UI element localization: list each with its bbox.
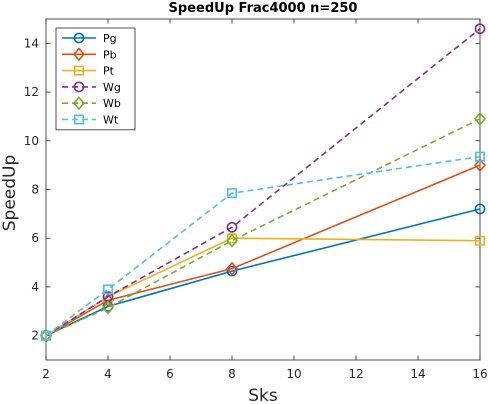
- x-tick-label: 4: [104, 367, 112, 381]
- series-layer: [40, 23, 486, 343]
- data-point-wt: [103, 284, 114, 295]
- legend-marker-pt: [74, 65, 85, 76]
- data-point-wt: [40, 330, 51, 341]
- legend-marker-wb: [73, 96, 85, 111]
- y-tick-label: 14: [24, 36, 39, 50]
- legend-label-wt: Wt: [103, 114, 119, 127]
- y-axis-title: SpeedUp: [0, 155, 20, 232]
- x-tick-label: 12: [348, 367, 363, 381]
- y-tick-label: 12: [24, 85, 39, 99]
- legend-marker-pg: [73, 32, 85, 44]
- legend-box: [55, 27, 136, 131]
- series-line-pb: [45, 164, 481, 337]
- y-tick-label: 8: [31, 183, 39, 197]
- legend-label-pt: Pt: [103, 65, 115, 78]
- y-tick-label: 2: [31, 329, 39, 343]
- data-point-wt: [227, 188, 238, 199]
- data-point-pb: [474, 158, 486, 173]
- x-tick-label: 2: [42, 367, 50, 381]
- legend-label-wb: Wb: [103, 97, 121, 110]
- x-tick-label: 16: [472, 367, 487, 381]
- series-wt: [40, 151, 485, 341]
- x-tick-label: 8: [228, 367, 236, 381]
- data-point-pt: [474, 235, 485, 246]
- data-point-wt: [474, 151, 485, 162]
- legend-marker-wt: [74, 114, 85, 125]
- series-line-wt: [45, 155, 481, 337]
- series-line-pt: [45, 237, 481, 337]
- data-point-wb: [474, 111, 486, 126]
- y-tick-label: 4: [31, 280, 39, 294]
- legend-marker-wg: [73, 81, 85, 93]
- data-point-wg: [226, 221, 238, 233]
- y-tick-label: 6: [31, 231, 39, 245]
- x-tick-label: 6: [166, 367, 174, 381]
- legend-label-pg: Pg: [103, 32, 117, 45]
- series-line-wg: [45, 28, 481, 337]
- legend-label-wg: Wg: [103, 81, 121, 94]
- data-point-pb: [226, 261, 238, 276]
- data-point-pg: [474, 203, 486, 215]
- legend: Pg Pb Pt Wg Wb Wt: [55, 27, 136, 131]
- data-point-wb: [226, 233, 238, 248]
- legend-label-pb: Pb: [103, 48, 117, 61]
- data-point-pg: [226, 265, 238, 277]
- legend-marker-pb: [73, 47, 85, 62]
- x-tick-label: 14: [410, 367, 425, 381]
- y-tick-label: 10: [24, 134, 39, 148]
- x-tick-label: 10: [286, 367, 301, 381]
- data-point-wg: [474, 23, 486, 35]
- data-point-wb: [102, 300, 114, 315]
- series-line-wb: [45, 118, 481, 337]
- axis-ticks: 2 4 6 8 10 12 14 16 2 4 6 8 10 12 14: [24, 19, 488, 381]
- chart-title: SpeedUp Frac4000 n=250: [169, 1, 358, 16]
- x-axis-title: Sks: [248, 386, 278, 404]
